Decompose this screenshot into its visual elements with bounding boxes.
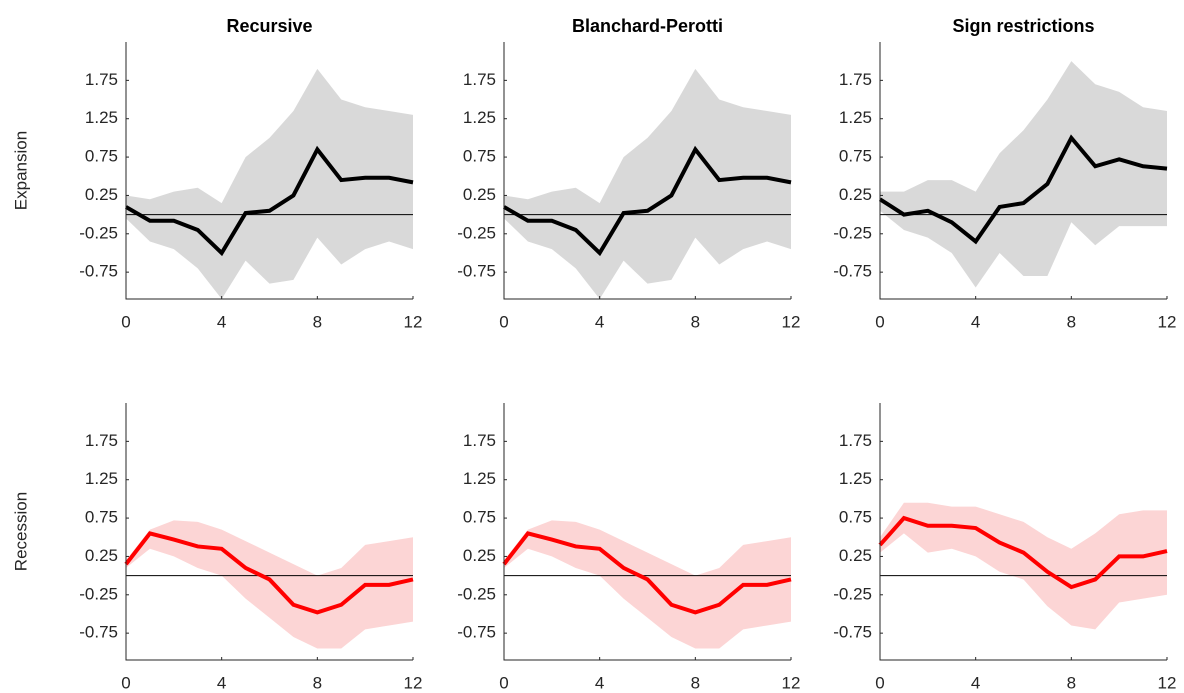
y-tick-label: 0.75 <box>839 147 872 166</box>
y-tick-label: -0.25 <box>833 223 872 242</box>
y-tick-label: 1.25 <box>85 469 118 488</box>
x-tick-label: 8 <box>313 673 322 692</box>
subplot-title: Blanchard-Perotti <box>572 16 723 36</box>
x-tick-label: 0 <box>499 673 508 692</box>
x-tick-label: 8 <box>1067 673 1076 692</box>
x-tick-label: 4 <box>971 312 980 331</box>
y-tick-label: -0.75 <box>457 623 496 642</box>
y-axis-label: Recession <box>11 492 30 571</box>
y-tick-label: -0.25 <box>79 223 118 242</box>
confidence-band <box>504 520 791 649</box>
x-tick-label: 4 <box>217 673 226 692</box>
x-tick-label: 12 <box>404 673 423 692</box>
y-tick-label: 1.25 <box>463 469 496 488</box>
y-tick-label: 0.25 <box>85 185 118 204</box>
y-tick-label: 1.75 <box>463 70 496 89</box>
y-tick-label: 0.75 <box>463 147 496 166</box>
y-tick-label: -0.25 <box>79 584 118 603</box>
y-tick-label: -0.25 <box>833 584 872 603</box>
subplot-title: Sign restrictions <box>952 16 1094 36</box>
y-tick-label: 0.25 <box>839 185 872 204</box>
response-line <box>502 531 792 615</box>
y-tick-label: -0.25 <box>457 223 496 242</box>
x-tick-label: 4 <box>595 673 604 692</box>
y-tick-label: -0.75 <box>79 262 118 281</box>
y-tick-label: 1.25 <box>839 469 872 488</box>
x-tick-label: 8 <box>1067 312 1076 331</box>
x-tick-label: 8 <box>691 673 700 692</box>
response-line <box>878 515 1168 590</box>
response-line <box>124 531 414 615</box>
y-tick-label: 1.25 <box>839 108 872 127</box>
y-tick-label: 0.75 <box>85 508 118 527</box>
subplot-title: Recursive <box>226 16 312 36</box>
y-tick-label: 1.75 <box>463 431 496 450</box>
x-tick-label: 4 <box>217 312 226 331</box>
x-tick-label: 12 <box>1158 312 1177 331</box>
y-tick-label: -0.25 <box>457 584 496 603</box>
y-tick-label: -0.75 <box>833 262 872 281</box>
confidence-band <box>880 61 1167 288</box>
y-tick-label: 0.25 <box>85 546 118 565</box>
x-tick-label: 12 <box>404 312 423 331</box>
response-line <box>502 145 792 257</box>
confidence-band <box>880 502 1167 630</box>
y-tick-label: 0.25 <box>463 185 496 204</box>
x-tick-label: 0 <box>121 673 130 692</box>
y-tick-label: 1.75 <box>839 431 872 450</box>
x-tick-label: 12 <box>782 673 801 692</box>
x-tick-label: 0 <box>499 312 508 331</box>
y-tick-label: 0.25 <box>463 546 496 565</box>
y-tick-label: 1.25 <box>85 108 118 127</box>
x-tick-label: 0 <box>875 312 884 331</box>
y-axis-label: Expansion <box>11 131 30 210</box>
x-tick-label: 12 <box>782 312 801 331</box>
y-tick-label: 1.25 <box>463 108 496 127</box>
confidence-band <box>126 68 413 300</box>
y-tick-label: 0.75 <box>463 508 496 527</box>
x-tick-label: 8 <box>691 312 700 331</box>
x-tick-label: 8 <box>313 312 322 331</box>
y-tick-label: 0.75 <box>85 147 118 166</box>
x-tick-label: 4 <box>595 312 604 331</box>
y-tick-label: -0.75 <box>457 262 496 281</box>
y-tick-label: -0.75 <box>79 623 118 642</box>
y-tick-label: 1.75 <box>839 70 872 89</box>
x-tick-label: 0 <box>121 312 130 331</box>
response-line <box>878 134 1168 245</box>
x-tick-label: 12 <box>1158 673 1177 692</box>
x-tick-label: 4 <box>971 673 980 692</box>
y-tick-label: -0.75 <box>833 623 872 642</box>
x-tick-label: 0 <box>875 673 884 692</box>
confidence-band <box>504 68 791 300</box>
confidence-band <box>126 520 413 649</box>
response-line <box>124 145 414 257</box>
y-tick-label: 0.75 <box>839 508 872 527</box>
y-tick-label: 0.25 <box>839 546 872 565</box>
y-tick-label: 1.75 <box>85 70 118 89</box>
y-tick-label: 1.75 <box>85 431 118 450</box>
